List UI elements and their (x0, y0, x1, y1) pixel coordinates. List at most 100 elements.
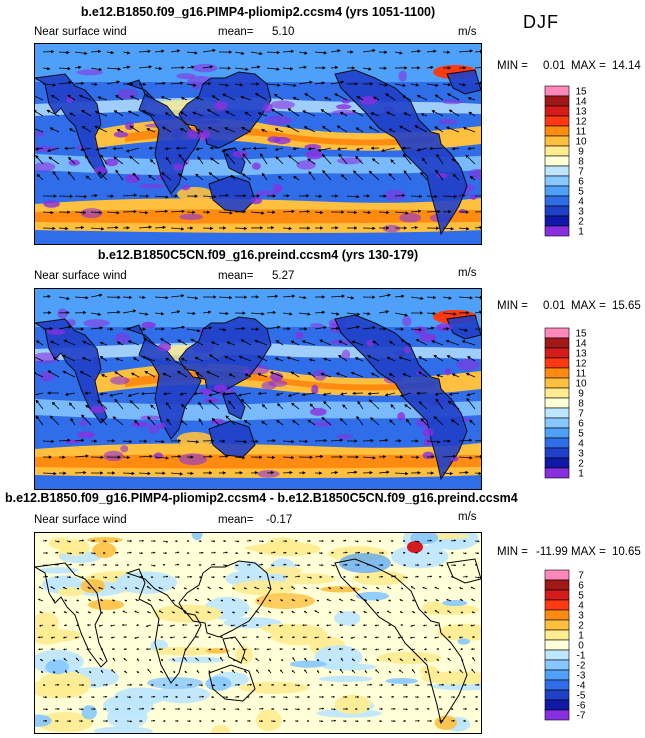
colorbar-swatch (544, 709, 570, 721)
panel-2-max-value: 15.65 (612, 300, 641, 312)
colorbar-swatch (544, 357, 570, 369)
panel-1-min-value: 0.01 (543, 60, 566, 72)
colorbar-swatch (544, 85, 570, 97)
colorbar-tick-label: 14 (575, 97, 587, 108)
colorbar-swatch (544, 407, 570, 419)
panel-2-max-label: MAX = (571, 300, 606, 312)
panel-3-units: m/s (458, 511, 477, 523)
panel-1-mean-label: mean= (218, 26, 254, 38)
panel-3-mean-label: mean= (218, 514, 254, 526)
colorbar-tick-label: -3 (577, 671, 586, 682)
colorbar-tick-label: 10 (575, 379, 587, 390)
colorbar-tick-label: 11 (576, 369, 587, 380)
colorbar-tick-label: 9 (578, 147, 584, 158)
colorbar-swatch (544, 609, 570, 621)
panel-3-mean-value: -0.17 (266, 514, 293, 526)
colorbar-tick-label: -7 (577, 711, 586, 722)
panel-3-wind-map (34, 532, 482, 734)
panel-3-max-label: MAX = (571, 546, 606, 558)
panel-2-mean-label: mean= (218, 270, 254, 282)
colorbar-swatch (544, 437, 570, 449)
panel-3-min-label: MIN = (497, 546, 528, 558)
panel-1-wind-map (34, 43, 482, 245)
colorbar-tick-label: 11 (576, 127, 587, 138)
colorbar-tick-label: 8 (578, 157, 584, 168)
colorbar-swatch (544, 649, 570, 661)
panel-2-colorbar: 15 14 13 12 11 10 9 8 7 6 5 4 3 2 1 (544, 327, 605, 480)
colorbar-swatch (544, 175, 570, 187)
colorbar-swatch (544, 659, 570, 671)
colorbar-swatch (544, 639, 570, 651)
colorbar-swatch (544, 579, 570, 591)
colorbar-tick-label: 3 (578, 207, 584, 218)
colorbar-tick-label: 13 (575, 107, 587, 118)
colorbar-tick-label: 14 (575, 339, 587, 350)
colorbar-tick-label: 0 (578, 641, 584, 652)
colorbar-tick-label: 15 (575, 329, 587, 340)
colorbar-tick-label: 13 (575, 349, 587, 360)
colorbar-swatch (544, 95, 570, 107)
colorbar-swatch (544, 337, 570, 349)
colorbar-swatch (544, 629, 570, 641)
colorbar-swatch (544, 225, 570, 237)
panel-1-colorbar: 15 14 13 12 11 10 9 8 7 6 5 4 3 2 1 (544, 85, 605, 238)
colorbar-swatch (544, 347, 570, 359)
colorbar-swatch (544, 427, 570, 439)
panel-2-min-value: 0.01 (543, 300, 566, 312)
colorbar-tick-label: 12 (575, 359, 587, 370)
colorbar-swatch (544, 457, 570, 469)
colorbar-swatch (544, 367, 570, 379)
colorbar-tick-label: 5 (578, 429, 584, 440)
panel-2-min-label: MIN = (497, 300, 528, 312)
colorbar-swatch (544, 165, 570, 177)
colorbar-tick-label: -2 (577, 661, 586, 672)
colorbar-swatch (544, 619, 570, 631)
panel-1-max-label: MAX = (571, 60, 606, 72)
colorbar-swatch (544, 679, 570, 691)
colorbar-swatch (544, 195, 570, 207)
panel-3-title: b.e12.B1850.f09_g16.PIMP4-pliomip2.ccsm4… (5, 491, 518, 505)
colorbar-tick-label: 4 (578, 439, 584, 450)
colorbar-swatch (544, 397, 570, 409)
panel-2-title: b.e12.B1850C5CN.f09_g16.preind.ccsm4 (yr… (97, 248, 419, 262)
colorbar-swatch (544, 417, 570, 429)
colorbar-swatch (544, 689, 570, 701)
colorbar-tick-label: 9 (578, 389, 584, 400)
panel-1-variable: Near surface wind (34, 26, 127, 38)
colorbar-swatch (544, 215, 570, 227)
colorbar-tick-label: 5 (578, 187, 584, 198)
colorbar-swatch (544, 185, 570, 197)
panel-2-units: m/s (458, 267, 477, 279)
panel-3-colorbar: 7 6 5 4 3 2 1 0 -1 -2 -3 -4 -5 -6 -7 (544, 569, 605, 722)
panel-3-map-svg (35, 533, 481, 733)
colorbar-swatch (544, 599, 570, 611)
colorbar-swatch (544, 205, 570, 217)
colorbar-swatch (544, 135, 570, 147)
panel-3-max-value: 10.65 (612, 546, 641, 558)
colorbar-swatch (544, 155, 570, 167)
colorbar-tick-label: 6 (578, 419, 584, 430)
season-label: DJF (523, 12, 559, 32)
panel-1-title: b.e12.B1850.f09_g16.PIMP4-pliomip2.ccsm4… (80, 5, 436, 19)
colorbar-tick-label: 1 (578, 227, 584, 238)
colorbar-tick-label: 1 (578, 469, 584, 480)
colorbar-swatch (544, 387, 570, 399)
colorbar-tick-label: 2 (578, 621, 584, 632)
colorbar-tick-label: 8 (578, 399, 584, 410)
colorbar-tick-label: -1 (577, 651, 586, 662)
colorbar-tick-label: 6 (578, 581, 584, 592)
colorbar-tick-label: 10 (575, 137, 587, 148)
colorbar-tick-label: 7 (578, 167, 584, 178)
colorbar-swatch (544, 669, 570, 681)
colorbar-swatch (544, 115, 570, 127)
colorbar-tick-label: -6 (577, 701, 586, 712)
colorbar-tick-label: 15 (575, 87, 587, 98)
colorbar-tick-label: 7 (578, 409, 584, 420)
colorbar-swatch (544, 377, 570, 389)
colorbar-tick-label: 12 (575, 117, 587, 128)
colorbar-swatch (544, 589, 570, 601)
colorbar-swatch (544, 125, 570, 137)
colorbar-tick-label: -5 (577, 691, 586, 702)
colorbar-swatch (544, 105, 570, 117)
colorbar-tick-label: 4 (578, 197, 584, 208)
